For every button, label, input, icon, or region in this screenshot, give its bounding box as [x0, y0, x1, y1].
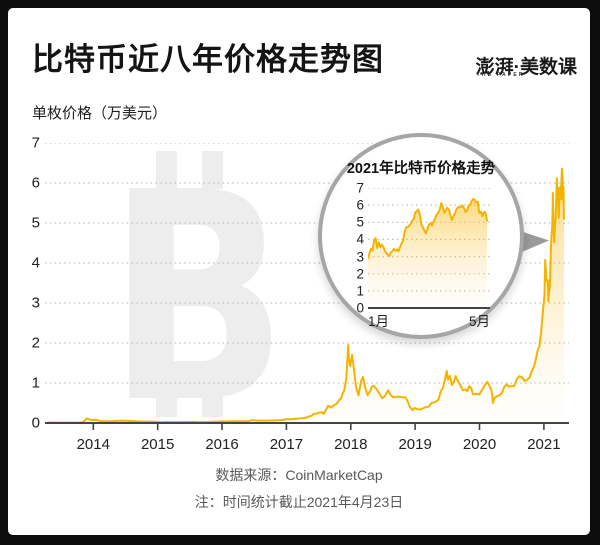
brand-logo-main-text: 澎湃	[475, 57, 514, 78]
tick-label: 0	[356, 300, 364, 316]
tick-label: 2	[31, 334, 40, 352]
tick-label: 2020	[462, 436, 497, 453]
tick-label: 5	[356, 214, 364, 230]
brand-logo-subtext: THE PAPER	[476, 72, 525, 78]
tick-label: 2021	[527, 436, 561, 453]
tick-label: 1	[31, 374, 40, 392]
tick-label: 2	[356, 265, 364, 281]
tick-label: 3	[356, 248, 364, 264]
tick-label: 6	[356, 197, 364, 213]
tick-label: 4	[356, 231, 364, 247]
tick-label: 2018	[334, 436, 368, 453]
tick-label: 4	[31, 254, 40, 272]
source-note: 数据来源：CoinMarketCap	[215, 467, 383, 483]
brand-logo: 澎湃 THE PAPER ·美数课	[476, 52, 577, 79]
tick-label: 6	[31, 174, 40, 192]
tick-label: 3	[31, 294, 40, 312]
tick-label: 5月	[468, 314, 490, 329]
x-axis-labels: 2014 2015 2016 2017 2018 2019 2020 2021	[45, 437, 569, 457]
bitcoin-watermark-icon: B	[118, 145, 278, 423]
tick-label: 7	[356, 180, 364, 196]
tick-label: 2017	[269, 436, 304, 453]
tick-label: 2015	[140, 436, 175, 453]
infographic-card: 比特币近八年价格走势图 澎湃 THE PAPER ·美数课 单枚价格（万美元） …	[8, 8, 590, 535]
brand-logo-rest: ·美数课	[513, 57, 577, 78]
tick-label: 1月	[368, 314, 390, 329]
date-note: 注：时间统计截止2021年4月23日	[194, 494, 404, 510]
magnifier-pointer-icon	[517, 230, 549, 254]
main-chart-svg	[45, 143, 569, 430]
brand-logo-main: 澎湃 THE PAPER	[475, 52, 523, 79]
inset-title: 2021年比特币价格走势	[346, 161, 496, 177]
inset-chart-svg	[368, 188, 490, 309]
tick-label: 2016	[205, 436, 239, 453]
y-axis-unit-label: 单枚价格（万美元）	[32, 105, 168, 122]
inset-x-axis-labels: 1月 5月	[368, 315, 490, 333]
y-axis-labels: 0 1 2 3 4 5 6 7	[14, 136, 40, 431]
tick-label: 2014	[76, 436, 110, 453]
tick-label: 2019	[398, 436, 432, 453]
tick-label: 1	[356, 283, 364, 299]
tick-label: 7	[31, 134, 40, 152]
tick-label: 0	[31, 414, 40, 432]
page-title: 比特币近八年价格走势图	[32, 42, 384, 77]
svg-text:B: B	[118, 145, 278, 423]
tick-label: 5	[31, 214, 40, 232]
